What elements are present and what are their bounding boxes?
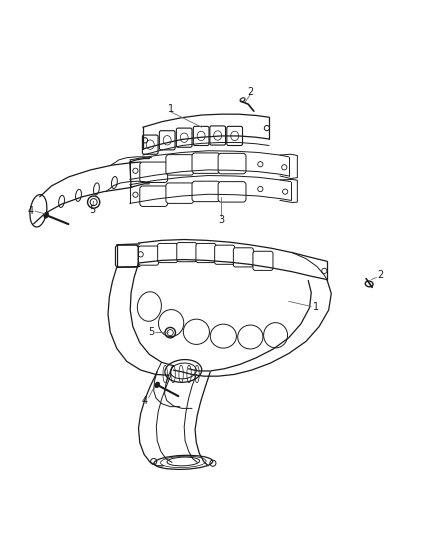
- FancyBboxPatch shape: [166, 155, 194, 175]
- FancyBboxPatch shape: [138, 246, 159, 265]
- FancyBboxPatch shape: [159, 131, 175, 150]
- FancyBboxPatch shape: [192, 181, 220, 201]
- FancyBboxPatch shape: [193, 126, 209, 146]
- FancyBboxPatch shape: [177, 128, 192, 147]
- Ellipse shape: [155, 382, 159, 388]
- FancyBboxPatch shape: [192, 153, 220, 173]
- FancyBboxPatch shape: [158, 244, 178, 263]
- FancyBboxPatch shape: [117, 245, 139, 267]
- Text: 4: 4: [142, 395, 148, 406]
- FancyBboxPatch shape: [218, 154, 246, 174]
- Text: 2: 2: [247, 86, 254, 96]
- FancyBboxPatch shape: [116, 245, 138, 267]
- FancyBboxPatch shape: [218, 182, 246, 202]
- Text: 1: 1: [168, 104, 174, 114]
- FancyBboxPatch shape: [166, 183, 194, 204]
- Text: 1: 1: [313, 302, 319, 312]
- FancyBboxPatch shape: [140, 186, 168, 206]
- FancyBboxPatch shape: [233, 248, 253, 267]
- FancyBboxPatch shape: [177, 243, 197, 262]
- FancyBboxPatch shape: [210, 126, 226, 145]
- FancyBboxPatch shape: [253, 251, 273, 270]
- FancyBboxPatch shape: [142, 135, 158, 154]
- FancyBboxPatch shape: [227, 126, 243, 146]
- Text: 2: 2: [377, 270, 383, 280]
- Text: 5: 5: [90, 205, 96, 215]
- FancyBboxPatch shape: [215, 245, 235, 264]
- FancyBboxPatch shape: [140, 162, 168, 182]
- Text: 4: 4: [28, 206, 34, 216]
- Text: 3: 3: [218, 215, 224, 225]
- Ellipse shape: [44, 212, 49, 219]
- Text: 5: 5: [148, 327, 154, 337]
- FancyBboxPatch shape: [196, 244, 216, 263]
